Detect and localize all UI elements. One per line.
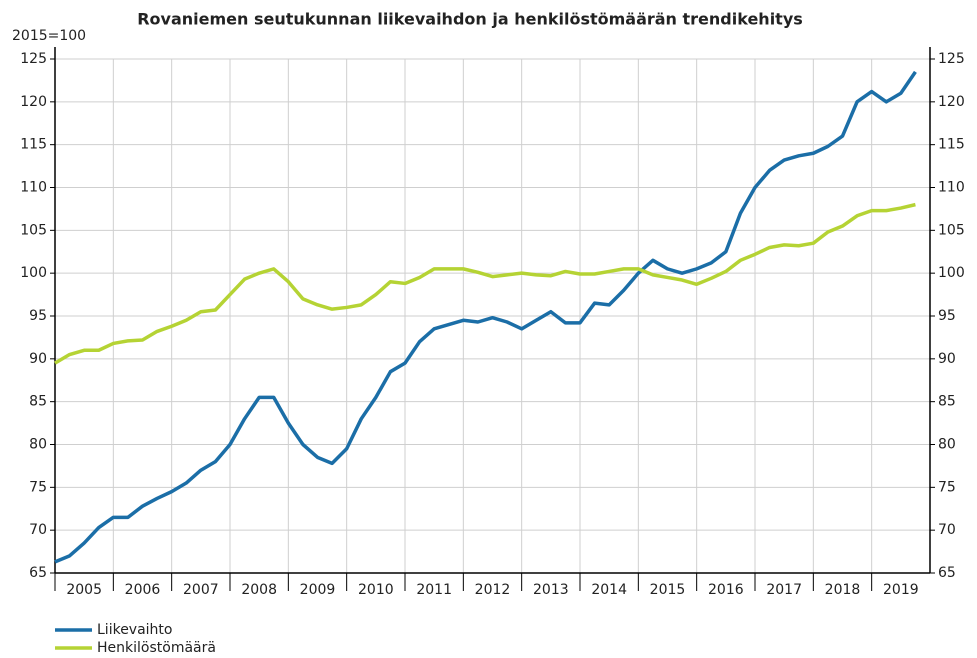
x-tick-label: 2013 xyxy=(533,582,569,598)
x-tick-label: 2008 xyxy=(241,582,277,598)
y2-tick-label: 90 xyxy=(938,351,956,367)
legend-label: Henkilöstömäärä xyxy=(97,640,216,656)
y2-tick-label: 115 xyxy=(938,137,965,153)
y2-tick-label: 80 xyxy=(938,437,956,453)
y2-tick-label: 105 xyxy=(938,222,965,238)
x-tick-label: 2018 xyxy=(825,582,861,598)
legend-label: Liikevaihto xyxy=(97,622,172,638)
y2-tick-label: 100 xyxy=(938,265,965,281)
y-tick-label: 95 xyxy=(29,308,47,324)
x-tick-label: 2007 xyxy=(183,582,219,598)
y2-tick-label: 65 xyxy=(938,565,956,581)
x-tick-label: 2016 xyxy=(708,582,744,598)
x-tick-label: 2005 xyxy=(66,582,102,598)
y2-tick-label: 110 xyxy=(938,180,965,196)
x-tick-label: 2017 xyxy=(766,582,802,598)
y-tick-label: 75 xyxy=(29,479,47,495)
y-tick-label: 115 xyxy=(20,137,47,153)
x-tick-label: 2014 xyxy=(591,582,627,598)
series-line xyxy=(54,202,916,365)
y-tick-label: 125 xyxy=(20,51,47,67)
y2-tick-label: 95 xyxy=(938,308,956,324)
y-tick-label: 90 xyxy=(29,351,47,367)
series-line xyxy=(54,70,917,564)
x-tick-label: 2011 xyxy=(416,582,452,598)
y-tick-label: 100 xyxy=(20,265,47,281)
x-tick-label: 2015 xyxy=(650,582,686,598)
y-axis-label: 2015=100 xyxy=(12,28,86,44)
y-tick-label: 65 xyxy=(29,565,47,581)
x-tick-label: 2019 xyxy=(883,582,919,598)
chart-title: Rovaniemen seutukunnan liikevaihdon ja h… xyxy=(137,10,803,29)
y2-tick-label: 85 xyxy=(938,394,956,410)
x-tick-label: 2009 xyxy=(300,582,336,598)
y2-tick-label: 70 xyxy=(938,522,956,538)
y-tick-label: 85 xyxy=(29,394,47,410)
y2-tick-label: 125 xyxy=(938,51,965,67)
x-tick-label: 2012 xyxy=(475,582,511,598)
x-tick-label: 2010 xyxy=(358,582,394,598)
y2-tick-label: 120 xyxy=(938,94,965,110)
y-tick-label: 80 xyxy=(29,437,47,453)
y-tick-label: 120 xyxy=(20,94,47,110)
y-tick-label: 110 xyxy=(20,180,47,196)
y-tick-label: 70 xyxy=(29,522,47,538)
y2-tick-label: 75 xyxy=(938,479,956,495)
y-tick-label: 105 xyxy=(20,222,47,238)
x-tick-label: 2006 xyxy=(125,582,161,598)
